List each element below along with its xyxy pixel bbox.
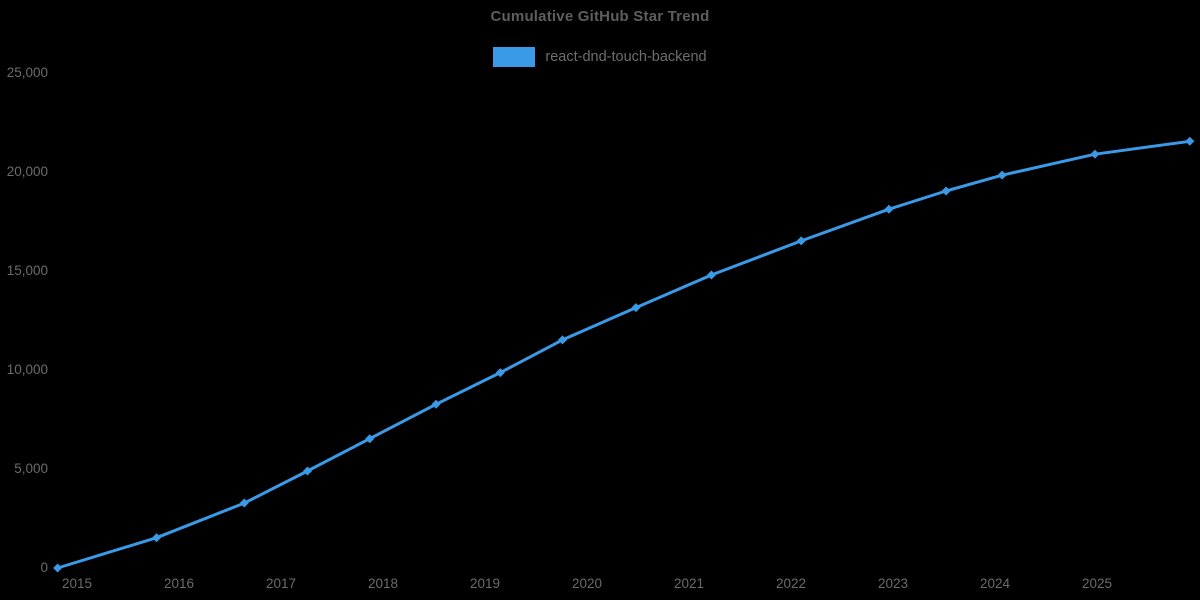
x-axis-tick-label: 2025 — [1081, 576, 1113, 591]
y-axis-tick-label: 0 — [40, 560, 48, 575]
data-point-marker — [706, 270, 716, 280]
data-point-marker — [558, 335, 568, 345]
trend-line — [56, 139, 1192, 570]
data-point-marker — [631, 303, 641, 313]
data-point-marker — [1185, 136, 1195, 146]
data-point-marker — [152, 533, 162, 543]
y-axis-tick-label: 15,000 — [6, 263, 48, 278]
x-axis-tick-label: 2018 — [367, 576, 399, 591]
x-axis-tick-label: 2016 — [163, 576, 195, 591]
data-point-marker — [495, 368, 505, 378]
x-axis-tick-label: 2015 — [61, 576, 93, 591]
data-point-marker — [941, 186, 951, 196]
x-axis-tick-label: 2020 — [571, 576, 603, 591]
x-axis-tick-label: 2024 — [979, 576, 1011, 591]
x-axis-tick-label: 2022 — [775, 576, 807, 591]
y-axis-tick-label: 10,000 — [6, 362, 48, 377]
data-point-marker — [1090, 149, 1100, 159]
x-axis-tick-label: 2017 — [265, 576, 297, 591]
legend-swatch — [493, 47, 536, 67]
data-point-marker — [239, 498, 249, 508]
legend-label: react-dnd-touch-backend — [545, 49, 707, 65]
data-point-marker — [997, 170, 1007, 180]
x-axis-tick-label: 2023 — [877, 576, 909, 591]
legend: react-dnd-touch-backend — [0, 47, 1200, 67]
y-axis-tick-label: 20,000 — [6, 164, 48, 179]
data-point-marker — [365, 434, 375, 444]
chart-title: Cumulative GitHub Star Trend — [490, 8, 710, 25]
x-axis-tick-label: 2021 — [673, 576, 705, 591]
x-axis-tick-label: 2019 — [469, 576, 501, 591]
data-point-marker — [884, 204, 894, 214]
data-point-marker — [796, 236, 806, 246]
data-point-marker — [53, 563, 63, 573]
y-axis-tick-label: 5,000 — [14, 461, 48, 476]
data-point-marker — [431, 399, 441, 409]
data-point-marker — [303, 466, 313, 476]
y-axis-tick-label: 25,000 — [6, 65, 48, 80]
